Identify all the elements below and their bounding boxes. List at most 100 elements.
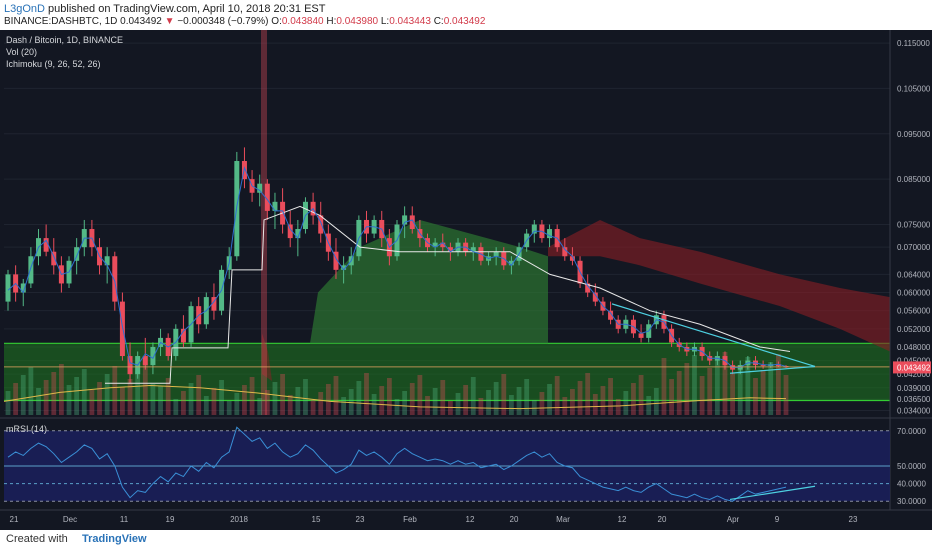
volume-bar [714, 360, 720, 415]
volume-bar [478, 398, 484, 415]
close-value: 0.043492 [443, 16, 486, 27]
close-key: C: [433, 16, 444, 27]
candle-body [775, 364, 781, 367]
volume-bar [570, 389, 575, 415]
symbol-label: BINANCE:DASHBTC, 1D [4, 16, 118, 27]
candle-body [150, 346, 156, 366]
lower-trendline [729, 365, 816, 374]
volume-bar [104, 374, 110, 415]
ichimoku-conversion-line [7, 166, 787, 368]
low-key: L: [380, 16, 390, 27]
volume-bar [417, 375, 423, 415]
volume-ma-line [3, 385, 787, 410]
time-tick-label: 9 [775, 515, 780, 524]
volume-bar [150, 384, 156, 415]
volume-bar [577, 381, 583, 415]
price-tick-label: 0.060000 [897, 289, 931, 298]
chart-area[interactable]: 0.115000 0.105000 0.095000 0.085000 0.075000… [0, 30, 932, 530]
volume-bar [142, 363, 148, 415]
volume-bar [394, 399, 400, 415]
candle-body [74, 247, 80, 261]
snapshot-header: L3gOnD published on TradingView.com, Apr… [0, 0, 932, 30]
volume-bar [211, 388, 217, 415]
volume-bar [386, 378, 392, 415]
volume-bar [112, 366, 118, 415]
volume-bar [775, 354, 781, 415]
candle-body [760, 365, 766, 367]
rsi-tick-label: 70.0000 [897, 427, 926, 436]
tradingview-logo[interactable]: TradingView [82, 533, 147, 545]
candle-body [295, 229, 301, 239]
volume-bar [181, 391, 186, 415]
volume-bar [287, 395, 293, 415]
candle-body [287, 224, 293, 239]
volume-bar [737, 365, 743, 415]
candle-body [547, 229, 553, 239]
rsi-trendline [729, 485, 816, 501]
volume-bar [722, 352, 728, 415]
time-tick-label: 23 [356, 515, 365, 524]
candle-body [341, 265, 347, 270]
volume-bar [539, 392, 545, 415]
volume-bar [81, 369, 87, 415]
volume-bar [653, 388, 659, 415]
price-tick-label: 0.064000 [897, 270, 931, 279]
volume-bar [264, 390, 270, 415]
ohlc-bar: BINANCE:DASHBTC, 1D 0.043492 ▼ −0.000348… [4, 16, 485, 27]
volume-bar [440, 380, 446, 415]
volume-bar [554, 376, 560, 415]
candle-body [180, 328, 186, 343]
rsi-tick-label: 40.0000 [897, 480, 926, 489]
volume-bar [249, 377, 255, 415]
volume-bar [631, 383, 636, 415]
time-tick-label: Apr [727, 515, 740, 524]
ichimoku-base-line [105, 205, 791, 384]
volume-bar [74, 377, 80, 415]
volume-bar [188, 383, 194, 415]
volume-bar [325, 384, 331, 415]
price-tick-label: 0.039000 [897, 384, 931, 393]
rsi-tick-label: 30.0000 [897, 497, 926, 506]
volume-legend: Vol (20) [6, 47, 38, 57]
candle-body [104, 256, 110, 266]
last-price-label: 0.043492 [897, 363, 931, 372]
candle-body [638, 333, 644, 338]
time-tick-label: 2018 [230, 515, 248, 524]
volume-bar [425, 396, 430, 415]
price-tick-label: 0.045000 [897, 357, 931, 366]
volume-bar [608, 378, 613, 415]
volume-bar [516, 387, 522, 415]
ichimoku-cloud-bullish [310, 219, 548, 344]
high-value: 0.043980 [336, 16, 379, 27]
upper-trendline [611, 303, 816, 368]
price-tick-label: 0.075000 [897, 221, 931, 230]
volume-bar [272, 382, 278, 415]
price-chart-svg[interactable]: 0.115000 0.105000 0.095000 0.085000 0.075000… [0, 30, 932, 530]
low-value: 0.043443 [389, 16, 431, 27]
volume-bar [379, 386, 385, 415]
published-text: published on TradingView.com, April 10, … [48, 3, 326, 15]
author-link[interactable]: L3gOnD [4, 3, 45, 15]
time-tick-label: 11 [120, 515, 129, 524]
rsi-legend: mRSI (14) [6, 424, 48, 434]
candle-body [447, 247, 453, 252]
price-tick-label: 0.095000 [897, 130, 931, 139]
volume-bar [646, 396, 652, 415]
time-tick-label: 21 [10, 515, 19, 524]
volume-bar [509, 395, 514, 415]
volume-bar [768, 362, 774, 415]
candle-body [112, 256, 118, 302]
candle-body [28, 256, 34, 284]
price-tick-label: 0.036500 [897, 395, 931, 404]
volume-bar [58, 364, 64, 415]
volume-bar [219, 380, 224, 415]
price-change: −0.000348 (−0.79%) [177, 16, 269, 27]
ichimoku-cloud-bearish-early [262, 333, 272, 381]
volume-bar [600, 386, 606, 415]
candle-body [440, 242, 446, 248]
candle-body [592, 292, 598, 302]
price-tick-label: 0.085000 [897, 175, 931, 184]
rsi-line [7, 426, 787, 502]
volume-bar [66, 385, 72, 415]
